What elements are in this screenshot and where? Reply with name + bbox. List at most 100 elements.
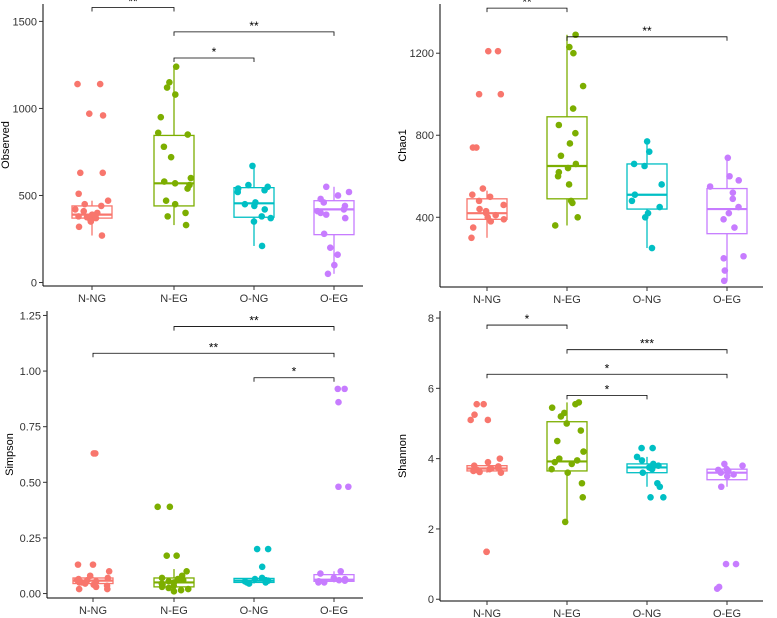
data-point bbox=[172, 91, 179, 98]
data-point bbox=[245, 580, 253, 587]
data-point bbox=[335, 398, 342, 406]
data-point bbox=[471, 411, 478, 418]
data-point bbox=[494, 464, 502, 471]
data-point bbox=[104, 574, 112, 582]
data-point bbox=[555, 121, 563, 129]
data-point bbox=[561, 518, 569, 526]
data-point bbox=[500, 201, 507, 209]
data-point bbox=[557, 152, 565, 160]
data-point bbox=[492, 211, 499, 219]
data-point bbox=[468, 234, 475, 242]
data-point bbox=[251, 575, 259, 583]
data-point bbox=[557, 413, 565, 420]
data-point bbox=[335, 483, 342, 491]
significance-label: * bbox=[212, 45, 217, 59]
data-point bbox=[469, 191, 476, 199]
data-point bbox=[75, 223, 83, 231]
data-point bbox=[648, 465, 656, 473]
data-point bbox=[317, 570, 324, 577]
data-point bbox=[315, 579, 322, 586]
data-point bbox=[337, 568, 345, 575]
data-point bbox=[345, 188, 353, 196]
significance-label: ** bbox=[642, 24, 652, 38]
data-point bbox=[187, 174, 195, 182]
y-tick-label: 6 bbox=[428, 383, 434, 395]
data-point bbox=[579, 494, 587, 501]
data-point bbox=[569, 105, 577, 112]
data-point bbox=[171, 179, 179, 187]
data-point bbox=[165, 584, 172, 592]
y-tick-label: 0.75 bbox=[20, 422, 41, 434]
data-point bbox=[322, 211, 330, 218]
data-point bbox=[641, 213, 649, 221]
data-point bbox=[564, 164, 572, 172]
data-point bbox=[720, 254, 728, 262]
box-n-eg bbox=[546, 116, 588, 200]
data-point bbox=[740, 252, 747, 260]
data-point bbox=[638, 444, 645, 452]
data-point bbox=[164, 213, 171, 220]
y-axis-title: Simpson bbox=[4, 433, 16, 476]
y-tick-label: 0 bbox=[428, 594, 434, 606]
data-point bbox=[548, 465, 555, 473]
data-point bbox=[647, 494, 654, 501]
data-point bbox=[167, 153, 175, 161]
data-point bbox=[469, 144, 477, 151]
significance-bracket bbox=[173, 57, 255, 62]
data-point bbox=[166, 503, 174, 511]
data-point bbox=[104, 197, 112, 205]
data-point bbox=[497, 90, 505, 98]
x-tick-label: N-EG bbox=[553, 608, 581, 618]
data-point bbox=[320, 579, 328, 586]
significance-label: ** bbox=[209, 340, 219, 354]
y-tick-label: 1.25 bbox=[20, 310, 41, 322]
data-point bbox=[92, 214, 100, 222]
data-point bbox=[568, 460, 576, 468]
significance-bracket bbox=[566, 36, 728, 41]
data-point bbox=[249, 162, 256, 170]
significance-bracket bbox=[486, 7, 568, 13]
x-tick-label: N-NG bbox=[78, 293, 106, 305]
data-point bbox=[476, 205, 483, 213]
data-point bbox=[320, 199, 328, 206]
data-point bbox=[267, 214, 275, 222]
data-point bbox=[729, 195, 737, 203]
data-point bbox=[638, 457, 646, 464]
data-point bbox=[497, 469, 505, 476]
data-point bbox=[258, 213, 266, 220]
data-point bbox=[580, 448, 587, 455]
data-point bbox=[724, 154, 732, 162]
data-point bbox=[81, 200, 89, 208]
data-point bbox=[574, 213, 581, 221]
data-point bbox=[572, 129, 579, 137]
data-point bbox=[735, 177, 743, 184]
data-point bbox=[160, 143, 168, 151]
data-point bbox=[158, 574, 166, 582]
significance-bracket bbox=[92, 352, 335, 358]
data-point bbox=[579, 82, 587, 90]
data-point bbox=[658, 181, 665, 188]
data-point bbox=[317, 209, 324, 217]
data-point bbox=[258, 242, 266, 250]
data-point bbox=[171, 200, 179, 208]
data-point bbox=[76, 169, 84, 177]
data-point bbox=[163, 552, 171, 560]
data-point bbox=[648, 244, 656, 252]
data-point bbox=[245, 181, 252, 189]
y-tick-label: 0.00 bbox=[20, 589, 41, 601]
data-point bbox=[94, 209, 101, 217]
data-point bbox=[570, 49, 577, 57]
data-point bbox=[548, 404, 556, 411]
data-point bbox=[75, 190, 82, 198]
data-point bbox=[157, 113, 165, 121]
panel-simpson: 0.00 0.25 0.50 0.75 1.00 1.25 N-NG N-EG O-NG O-EG… bbox=[4, 310, 363, 617]
y-tick-label: 8 bbox=[428, 313, 434, 325]
significance-bracket bbox=[253, 377, 335, 382]
data-point bbox=[341, 214, 349, 222]
data-point bbox=[92, 450, 99, 457]
data-point bbox=[735, 203, 742, 211]
data-point bbox=[71, 206, 79, 213]
significance-bracket bbox=[566, 349, 728, 354]
